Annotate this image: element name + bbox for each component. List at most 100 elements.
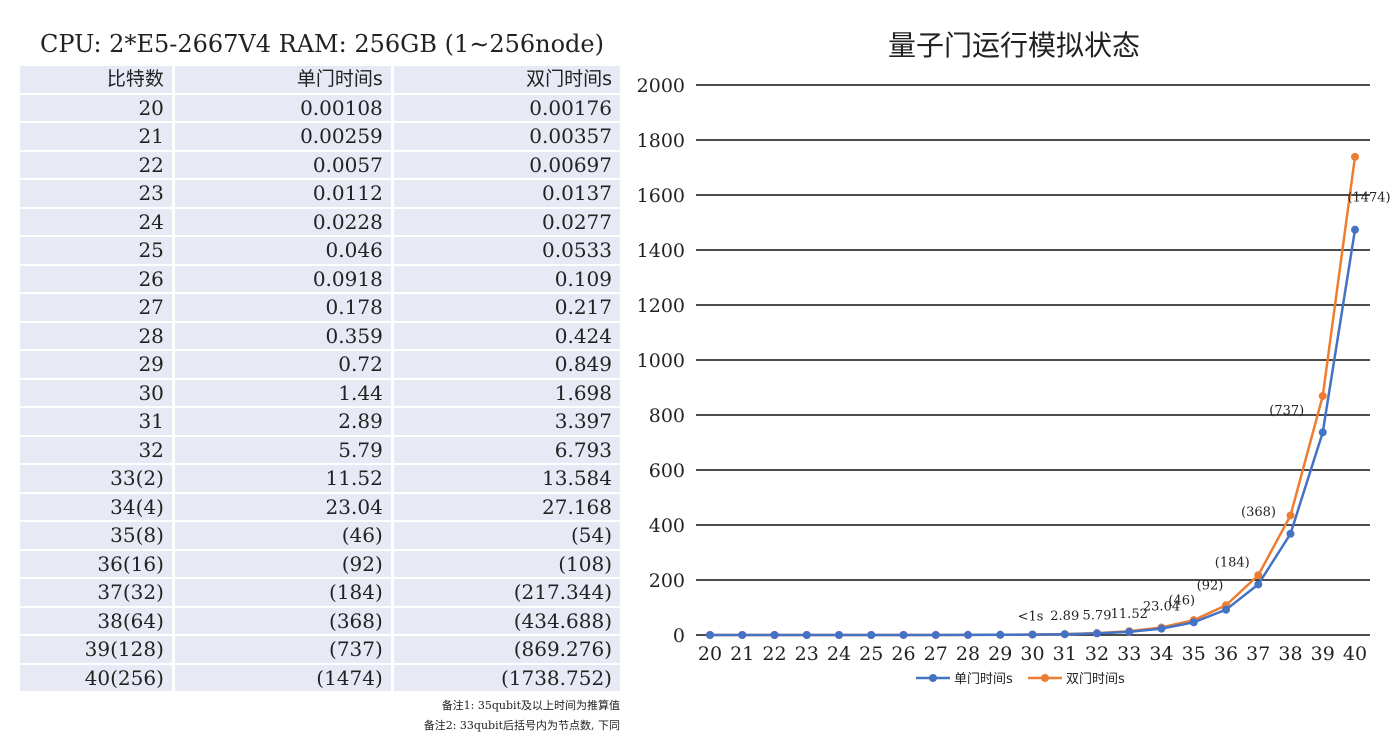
- chart-panel: 0 200 400 600 800 1000 1200 1400 1600 1800 2000 20…: [628, 0, 1400, 755]
- table-row: 32 5.79 6.793: [20, 436, 620, 463]
- y-axis-ticks: 0 200 400 600 800 1000 1200 1400 1600 1800 2000: [637, 75, 685, 647]
- data-label: (92): [1197, 579, 1224, 594]
- x-tick-label: 26: [891, 643, 915, 665]
- table-row: 24 0.0228 0.0277: [20, 208, 620, 235]
- data-label: <1s: [1018, 610, 1044, 625]
- cell-two-gate-time: 0.109: [390, 265, 620, 292]
- cell-qubits: 24: [20, 208, 172, 235]
- data-point: [706, 630, 714, 639]
- cell-two-gate-time: 27.168: [390, 493, 620, 520]
- table-row: 37(32) (184) (217.344): [20, 579, 620, 606]
- y-tick-label: 1800: [637, 130, 685, 152]
- y-tick-label: 2000: [637, 75, 685, 97]
- cell-single-gate-time: 0.178: [171, 294, 391, 321]
- data-point: [1157, 624, 1166, 633]
- data-label: (46): [1168, 593, 1195, 608]
- table-row: 27 0.178 0.217: [20, 294, 620, 321]
- x-tick-label: 34: [1149, 643, 1173, 665]
- cell-qubits: 33(2): [20, 465, 172, 492]
- cell-single-gate-time: 0.00259: [171, 123, 391, 150]
- header-two-gate-time: 双门时间s: [390, 66, 620, 93]
- note-1: 备注1: 35qubit及以上时间为推算值: [441, 699, 620, 712]
- line-chart: 0 200 400 600 800 1000 1200 1400 1600 1800 2000 20…: [637, 75, 1391, 687]
- table-row: 36(16) (92) (108): [20, 550, 620, 577]
- cell-single-gate-time: 0.046: [171, 237, 391, 264]
- cell-single-gate-time: (737): [171, 636, 391, 663]
- x-tick-label: 24: [827, 643, 851, 665]
- cell-qubits: 27: [20, 294, 172, 321]
- data-point: [1189, 618, 1198, 627]
- cell-two-gate-time: (1738.752): [390, 664, 620, 691]
- data-point: [996, 630, 1005, 639]
- cell-two-gate-time: (869.276): [390, 636, 620, 663]
- cell-qubits: 32: [20, 436, 172, 463]
- table-row: 40(256) (1474) (1738.752): [20, 664, 620, 691]
- x-tick-label: 32: [1085, 643, 1109, 665]
- cell-single-gate-time: 0.0112: [171, 180, 391, 207]
- legend: 单门时间s 双门时间s: [916, 672, 1125, 687]
- cell-qubits: 21: [20, 123, 172, 150]
- cell-two-gate-time: 3.397: [390, 408, 620, 435]
- cell-qubits: 20: [20, 94, 172, 121]
- legend-label: 单门时间s: [954, 672, 1013, 687]
- note-2: 备注2: 33qubit后括号内为节点数, 下同: [423, 719, 620, 732]
- cell-two-gate-time: 13.584: [390, 465, 620, 492]
- x-tick-label: 21: [730, 643, 754, 665]
- data-point: [1351, 152, 1359, 161]
- x-tick-label: 37: [1246, 643, 1270, 665]
- data-label: (737): [1269, 403, 1304, 418]
- header-qubits: 比特数: [20, 66, 172, 93]
- x-tick-label: 25: [859, 643, 883, 665]
- table-row: 23 0.0112 0.0137: [20, 180, 620, 207]
- table-row: 39(128) (737) (869.276): [20, 636, 620, 663]
- y-tick-label: 1600: [637, 185, 685, 207]
- data-point: [1028, 630, 1037, 639]
- table-body: 20 0.00108 0.00176 21 0.00259 0.00357 22 0.0057…: [20, 94, 620, 691]
- data-point: [1125, 627, 1134, 636]
- cell-two-gate-time: 0.0137: [390, 180, 620, 207]
- data-point: [1318, 391, 1327, 400]
- cell-single-gate-time: (92): [171, 550, 391, 577]
- table-header-row: 比特数 单门时间s 双门时间s: [20, 66, 620, 93]
- chart-title: 量子门运行模拟状态: [887, 29, 1140, 62]
- data-point: [1093, 629, 1101, 638]
- legend-swatch-marker: [1041, 674, 1049, 682]
- cell-two-gate-time: 1.698: [390, 379, 620, 406]
- data-point: [738, 630, 747, 639]
- cell-two-gate-time: (217.344): [390, 579, 620, 606]
- cell-two-gate-time: 6.793: [390, 436, 620, 463]
- cell-single-gate-time: 23.04: [171, 493, 391, 520]
- table-row: 31 2.89 3.397: [20, 408, 620, 435]
- data-point: [1318, 428, 1327, 437]
- data-label: 23.04: [1143, 600, 1180, 615]
- y-tick-label: 0: [673, 625, 685, 647]
- cell-single-gate-time: 0.0918: [171, 265, 391, 292]
- cell-single-gate-time: 1.44: [171, 379, 391, 406]
- legend-swatch-marker: [929, 674, 937, 682]
- cell-qubits: 35(8): [20, 522, 172, 549]
- y-tick-label: 1000: [637, 350, 685, 372]
- x-tick-label: 38: [1278, 643, 1302, 665]
- cell-single-gate-time: 0.359: [171, 322, 391, 349]
- cell-qubits: 25: [20, 237, 172, 264]
- table-row: 28 0.359 0.424: [20, 322, 620, 349]
- x-tick-label: 40: [1343, 643, 1367, 665]
- cell-qubits: 39(128): [20, 636, 172, 663]
- x-tick-label: 33: [1117, 643, 1141, 665]
- y-tick-label: 200: [649, 570, 685, 592]
- cell-two-gate-time: 0.0533: [390, 237, 620, 264]
- table-row: 22 0.0057 0.00697: [20, 151, 620, 178]
- table-row: 26 0.0918 0.109: [20, 265, 620, 292]
- x-tick-label: 35: [1182, 643, 1206, 665]
- cell-single-gate-time: 5.79: [171, 436, 391, 463]
- data-point: [1254, 571, 1263, 580]
- data-point: [1060, 630, 1069, 639]
- data-label: 5.79: [1083, 608, 1112, 623]
- gridlines: [696, 84, 1370, 636]
- cell-qubits: 23: [20, 180, 172, 207]
- cell-two-gate-time: 0.00176: [390, 94, 620, 121]
- cell-qubits: 26: [20, 265, 172, 292]
- cell-qubits: 30: [20, 379, 172, 406]
- y-tick-label: 800: [649, 405, 685, 427]
- y-tick-label: 600: [649, 460, 685, 482]
